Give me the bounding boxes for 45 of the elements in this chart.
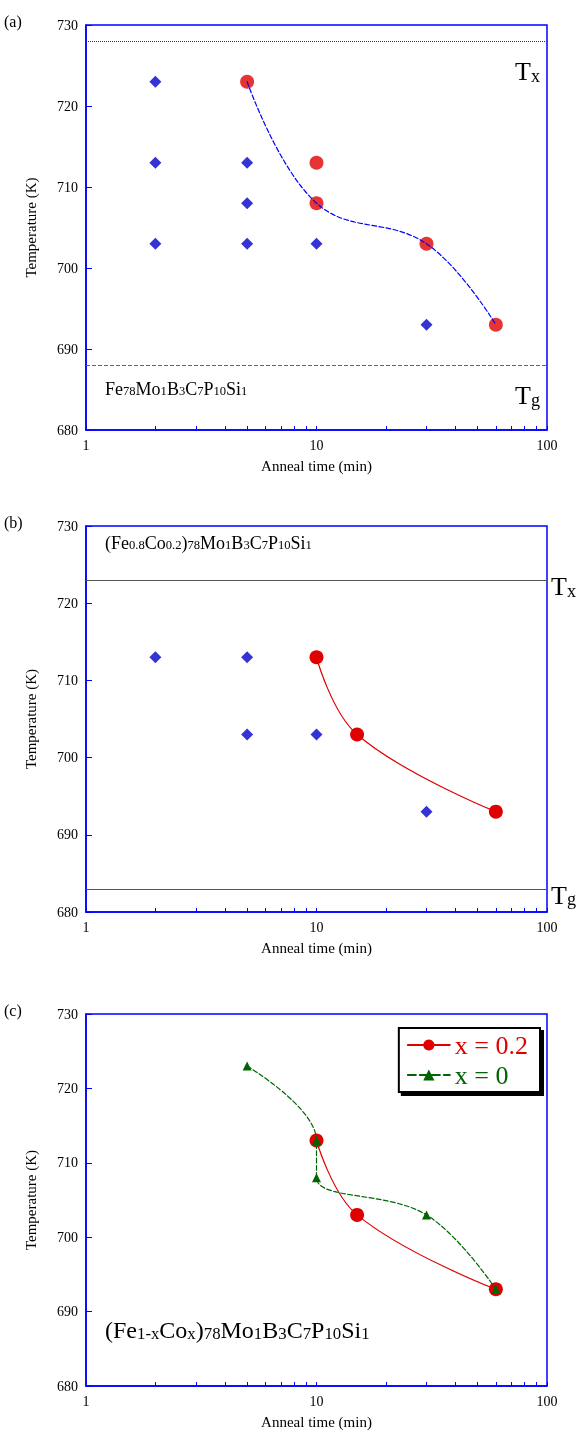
legend-label: x = 0.2	[454, 1030, 529, 1060]
text: (c)	[4, 1001, 22, 1020]
x-tick-label: 10	[309, 1393, 324, 1409]
y-tick-label: 680	[57, 1378, 78, 1394]
legend-label: x = 0	[454, 1060, 509, 1090]
x-tick-label: 10	[309, 919, 324, 935]
x-axis-title: Anneal time (min)	[261, 1413, 372, 1431]
y-axis-title: Temperature (K)	[22, 1149, 40, 1251]
y-tick-label: 720	[57, 98, 78, 114]
x-tick-label: 1	[82, 437, 90, 453]
x-tick-label: 1	[82, 1393, 90, 1409]
text: (Fe0.8Co0.2)78Mo1B3C7P10Si1	[105, 533, 312, 553]
y-tick-label: 690	[57, 341, 78, 357]
x-tick-label: 100	[536, 1393, 558, 1409]
text: (b)	[4, 513, 23, 532]
y-tick-label: 730	[57, 1006, 78, 1022]
ref-line-label: Tx	[551, 572, 576, 602]
y-tick-label: 730	[57, 518, 78, 534]
x-tick-label: 1	[82, 919, 90, 935]
y-axis-title: Temperature (K)	[22, 177, 40, 278]
y-tick-label: 700	[57, 260, 78, 276]
ref-line-label: Tg	[515, 381, 540, 411]
x-tick-label: 100	[536, 437, 558, 453]
text: Fe78Mo1B3C7P10Si1	[105, 379, 248, 399]
y-tick-label: 730	[57, 17, 78, 33]
y-tick-label: 700	[57, 750, 78, 766]
y-tick-label: 710	[57, 179, 78, 195]
x-axis-title: Anneal time (min)	[261, 457, 372, 475]
y-tick-label: 690	[57, 1304, 78, 1320]
x-axis-title: Anneal time (min)	[261, 939, 372, 957]
y-tick-label: 680	[57, 422, 78, 438]
ref-line-label: Tg	[551, 880, 576, 910]
y-tick-label: 720	[57, 595, 78, 611]
text: (Fe1-xCox)78Mo1B3C7P10Si1	[105, 1317, 370, 1343]
ref-line-label: Tx	[515, 57, 540, 87]
y-axis-title: Temperature (K)	[22, 668, 40, 770]
y-tick-label: 710	[57, 672, 78, 688]
y-tick-label: 720	[57, 1080, 78, 1096]
x-tick-label: 10	[309, 437, 324, 453]
y-tick-label: 700	[57, 1229, 78, 1245]
y-tick-label: 690	[57, 827, 78, 843]
y-tick-label: 710	[57, 1155, 78, 1171]
y-tick-label: 680	[57, 904, 78, 920]
x-tick-label: 100	[536, 919, 558, 935]
text: (a)	[4, 12, 22, 31]
